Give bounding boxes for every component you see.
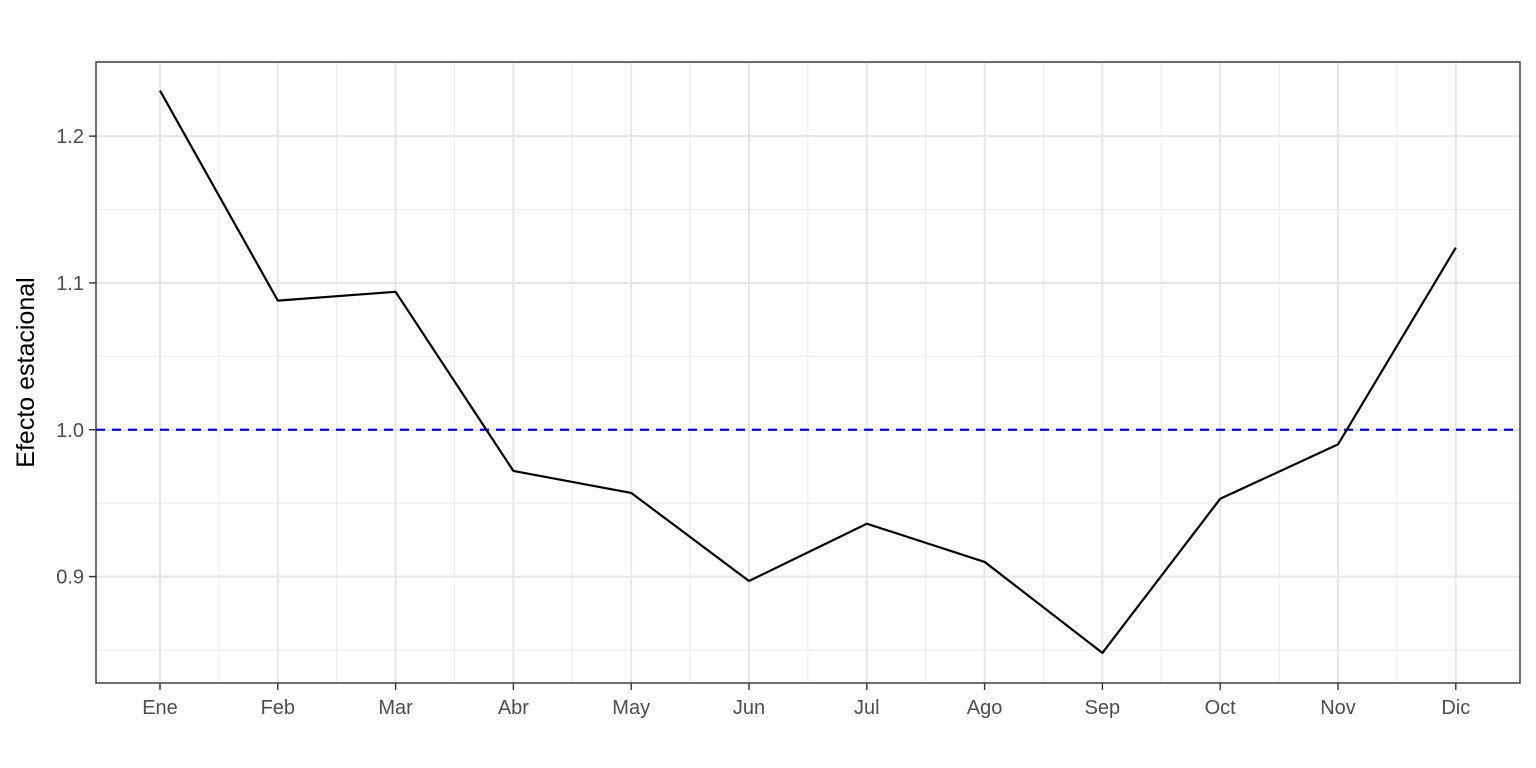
x-tick-label: Jun [733,697,765,719]
x-tick-label: Ago [967,697,1003,719]
x-tick-label: Mar [378,697,413,719]
y-tick-label: 1.0 [56,420,84,442]
minor-gridlines [96,62,1520,683]
x-tick-label: May [612,697,650,719]
x-tick-label: Abr [498,697,529,719]
y-tick-label: 1.2 [56,126,84,148]
panel-border [95,61,1521,684]
y-tick-label: 1.1 [56,273,84,295]
x-tick-label: Dic [1441,697,1470,719]
x-tick-label: Nov [1320,697,1356,719]
x-tick-label: Sep [1085,697,1121,719]
series-line [159,90,1457,655]
x-tick-label: Oct [1205,697,1237,719]
x-tick-label: Feb [261,697,295,719]
y-axis-title: Efecto estacional [12,277,40,467]
x-tick-label: Ene [142,697,178,719]
x-axis-ticks: Ene Feb Mar Abr May Jun Jul Ago Sep Oct Nov Dic [142,683,1470,719]
y-axis-ticks: 0.9 1.0 1.1 1.2 [56,126,96,589]
x-tick-label: Jul [854,697,880,719]
y-tick-label: 0.9 [56,567,84,589]
series-layer [159,90,1457,655]
